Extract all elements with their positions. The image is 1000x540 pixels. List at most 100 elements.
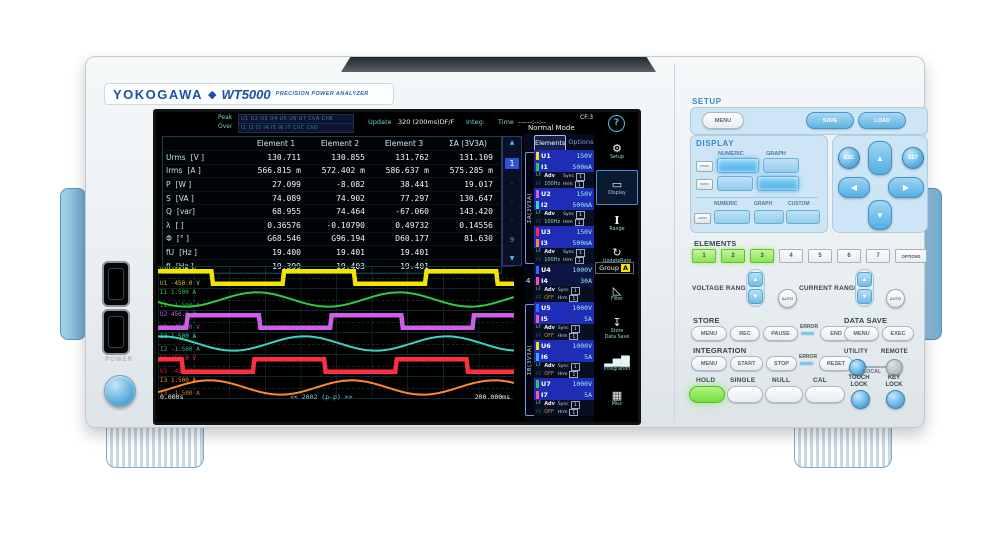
value-cell: 74.464 xyxy=(336,207,365,217)
element-button-6[interactable]: 6 xyxy=(837,249,861,263)
filter-flags: LF FF xyxy=(536,401,541,415)
power-button[interactable] xyxy=(104,375,136,407)
sidebar-element-3[interactable]: U3 150V I3 500mA LF FF Adv 100Hz Sync 1 Hrm 1 xyxy=(534,226,594,264)
save-button[interactable]: SAVE xyxy=(806,112,854,129)
element-button-7[interactable]: 7 xyxy=(866,249,890,263)
integration-softkey[interactable]: ▂▅▇ Integration xyxy=(596,347,638,380)
element-button-5[interactable]: 5 xyxy=(808,249,832,263)
current-auto-button[interactable]: AUTO xyxy=(886,289,905,308)
brand-logo: YOKOGAWA xyxy=(113,86,204,102)
wiring-group-b: ΣB(3V3A) xyxy=(525,304,534,416)
voltage-auto-button[interactable]: AUTO xyxy=(778,289,797,308)
voltage-row: U2 150V xyxy=(534,188,594,199)
key-lock-button[interactable] xyxy=(886,390,905,409)
element-options-button[interactable]: OPTIONS xyxy=(895,249,927,263)
help-icon[interactable]: ? xyxy=(608,115,625,132)
load-button[interactable]: LOAD xyxy=(858,112,906,129)
adv-value: 100Hz xyxy=(544,257,561,263)
filter-softkey[interactable]: ◺ Filter xyxy=(596,277,638,310)
single-button[interactable] xyxy=(727,386,763,403)
store-rec-button[interactable]: REC xyxy=(730,326,760,341)
adv-settings: Adv OFF xyxy=(544,363,555,377)
numeric-display-button[interactable] xyxy=(717,158,759,173)
line-filter-flag: LF xyxy=(536,401,542,406)
freq-filter-flag: FF xyxy=(536,334,542,339)
custom-button[interactable] xyxy=(786,210,820,224)
graph2-button[interactable] xyxy=(754,210,784,224)
usb-port-2[interactable] xyxy=(102,309,130,355)
row-label: Urms [V ] xyxy=(163,153,244,162)
current-id: I2 xyxy=(541,200,548,209)
voltage-range-up[interactable]: ▲ xyxy=(748,272,763,287)
sync-label: Sync xyxy=(563,212,574,218)
voltage-range-rocker[interactable]: ▲ ▼ xyxy=(746,269,765,307)
display-button-2a[interactable] xyxy=(717,176,753,191)
sidebar-tab-elements[interactable]: Elements xyxy=(534,135,567,150)
row-label: fU [Hz ] xyxy=(163,248,244,257)
sidebar-element-5[interactable]: U5 1000V I5 5A LF FF Adv OFF Sync 1 Hrm 1 xyxy=(534,302,594,340)
voltage-row: U5 1000V xyxy=(534,302,594,313)
voltage-color-bar xyxy=(536,151,539,160)
page-up-icon[interactable]: ▲ xyxy=(509,139,515,146)
sidebar-tab-options[interactable]: Options xyxy=(568,138,594,146)
freq-filter-flag: FF xyxy=(536,182,542,187)
usb-slot xyxy=(108,316,124,348)
element-button-3[interactable]: 3 xyxy=(750,249,774,263)
waveform-group-chip[interactable]: Group A xyxy=(595,262,634,274)
display-button-2b[interactable] xyxy=(757,176,799,191)
nav-right-button[interactable]: ▶ xyxy=(888,177,924,198)
over-channels: I1 I2 I3 I4 I5 I6 I7 ChC ChD xyxy=(238,123,354,133)
element-button-1[interactable]: 1 xyxy=(692,249,716,263)
nav-down-button[interactable]: ▼ xyxy=(868,200,892,230)
current-range-rocker[interactable]: ▲ ▼ xyxy=(855,269,874,307)
utility-button[interactable] xyxy=(849,359,866,376)
page-scrollbar[interactable]: ▲ 1 · · · 9 ▼ xyxy=(502,136,522,266)
integration-stop-button[interactable]: STOP xyxy=(766,356,797,371)
esc-button[interactable]: ESC xyxy=(838,147,860,169)
cal-button[interactable] xyxy=(805,386,845,403)
hrm-line: Hrm 1 xyxy=(558,370,580,378)
integration-reset-button[interactable]: RESET xyxy=(819,356,853,371)
current-row: I4 30A xyxy=(534,275,594,286)
current-range-down[interactable]: ▼ xyxy=(857,289,872,304)
nav-left-button[interactable]: ◀ xyxy=(838,177,870,198)
sync-label: Sync xyxy=(557,402,569,408)
value-cell: -0.10790 xyxy=(326,220,365,230)
element4-number: 4 xyxy=(526,277,531,285)
element-button-2[interactable]: 2 xyxy=(721,249,745,263)
sidebar-element-6[interactable]: U6 1000V I6 5A LF FF Adv OFF Sync 1 Hrm 1 xyxy=(534,340,594,378)
lcd-screen[interactable]: Peak Over U1 U2 U3 U4 U5 U6 U7 ChA ChB I… xyxy=(153,109,641,425)
current-range-up[interactable]: ▲ xyxy=(857,272,872,287)
table-row: Urms [V ] 130.711 130.855 131.762 131.109 xyxy=(163,151,501,165)
display-softkey[interactable]: ▭ Display xyxy=(596,170,638,205)
store-data-save-softkey[interactable]: ↧ Store Data Save xyxy=(596,312,638,345)
data-save-menu-button[interactable]: MENU xyxy=(844,326,879,341)
integration-start-button[interactable]: START xyxy=(730,356,763,371)
sidebar-element-7[interactable]: U7 1000V I7 5A LF FF Adv OFF Sync 1 Hrm 1 xyxy=(534,378,594,416)
numeric2-button[interactable] xyxy=(714,210,750,224)
value-cell: 130.647 xyxy=(459,193,493,203)
nav-up-button[interactable]: ▲ xyxy=(868,141,892,175)
store-menu-button[interactable]: MENU xyxy=(691,326,727,341)
element-button-4[interactable]: 4 xyxy=(779,249,803,263)
integration-menu-button[interactable]: MENU xyxy=(691,356,727,371)
usb-port-1[interactable] xyxy=(102,261,130,307)
hold-button[interactable] xyxy=(689,386,725,403)
store-pause-button[interactable]: PAUSE xyxy=(763,326,798,341)
set-button[interactable]: SET xyxy=(902,147,924,169)
sidebar-element-4[interactable]: U4 1000V I4 30A LF FF Adv OFF Sync 1 Hrm 1 xyxy=(534,264,594,302)
setup-menu-button[interactable]: MENU xyxy=(702,112,744,129)
page-down-icon[interactable]: ▼ xyxy=(509,254,515,262)
null-button[interactable] xyxy=(765,386,803,403)
range-softkey[interactable]: I Range xyxy=(596,207,638,240)
graph-display-button[interactable] xyxy=(763,158,799,173)
voltage-range-down[interactable]: ▼ xyxy=(748,289,763,304)
integration-section-label: INTEGRATION xyxy=(693,346,747,355)
data-save-exec-button[interactable]: EXEC xyxy=(882,326,914,341)
sidebar-element-1[interactable]: U1 150V I1 500mA LF FF Adv 100Hz Sync 1 Hrm 1 xyxy=(534,150,594,188)
sidebar-element-2[interactable]: U2 150V I2 500mA LF FF Adv 100Hz Sync 1 Hrm 1 xyxy=(534,188,594,226)
value-cell: 19.400 xyxy=(272,247,301,257)
setup-softkey[interactable]: ⚙ Setup xyxy=(596,135,638,168)
touch-lock-button[interactable] xyxy=(851,390,870,409)
misc-softkey[interactable]: ▦ Misc xyxy=(596,382,638,415)
